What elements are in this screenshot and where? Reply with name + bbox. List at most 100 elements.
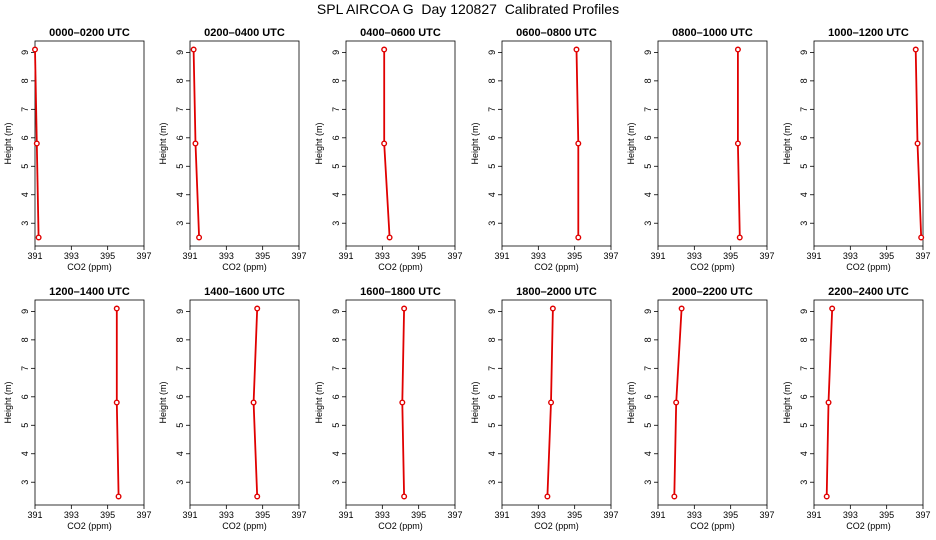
y-tick-label: 4	[799, 451, 809, 456]
plot-frame	[813, 299, 924, 506]
y-tick-label: 9	[331, 309, 341, 314]
y-tick-label: 3	[799, 221, 809, 226]
profile-point	[113, 399, 120, 406]
y-tick-label: 5	[175, 164, 185, 169]
x-tick-label: 395	[100, 251, 115, 261]
y-tick-label: 8	[175, 337, 185, 342]
x-tick-label: 393	[843, 510, 858, 520]
y-tick-label: 7	[331, 107, 341, 112]
y-tick-label: 9	[331, 50, 341, 55]
y-tick-label: 5	[487, 164, 497, 169]
y-tick-label: 9	[799, 50, 809, 55]
y-tick-label: 9	[487, 309, 497, 314]
panel-6: 1200–1400 UTC 391 393 395 397 3 4 5 6 7 8 9 CO2 (ppm…	[3, 286, 152, 531]
y-tick-label: 6	[643, 394, 653, 399]
y-tick-label: 3	[175, 221, 185, 226]
y-tick-label: 7	[20, 366, 30, 371]
profile-point	[32, 46, 39, 53]
x-tick-label: 391	[338, 251, 353, 261]
x-tick-label: 391	[182, 251, 197, 261]
x-tick-label: 397	[291, 510, 306, 520]
y-tick-label: 6	[799, 135, 809, 140]
profile-point	[190, 46, 197, 53]
x-axis-label: CO2 (ppm)	[690, 521, 735, 531]
profile-point	[250, 399, 257, 406]
y-tick-label: 8	[175, 78, 185, 83]
panel-title: 2000–2200 UTC	[672, 286, 753, 298]
plot-frame	[657, 299, 768, 506]
x-tick-label: 393	[375, 510, 390, 520]
y-tick-label: 5	[643, 164, 653, 169]
x-axis-label: CO2 (ppm)	[67, 521, 112, 531]
y-axis-label: Height (m)	[782, 122, 792, 164]
panel-4: 0800–1000 UTC 391 393 395 397 3 4 5 6 7 8 9 CO2 (ppm…	[626, 27, 775, 272]
y-tick-label: 5	[799, 164, 809, 169]
y-tick-label: 3	[487, 221, 497, 226]
x-tick-label: 391	[494, 251, 509, 261]
x-tick-label: 391	[650, 251, 665, 261]
x-tick-label: 393	[843, 251, 858, 261]
y-tick-label: 3	[487, 480, 497, 485]
y-tick-label: 8	[643, 78, 653, 83]
x-tick-label: 397	[136, 510, 151, 520]
y-tick-label: 9	[20, 50, 30, 55]
x-tick-label: 395	[411, 251, 426, 261]
profile-point	[575, 234, 582, 241]
y-tick-label: 5	[175, 423, 185, 428]
profile-point	[734, 140, 741, 147]
profile-point	[196, 234, 203, 241]
y-tick-label: 4	[487, 192, 497, 197]
y-axis-label: Height (m)	[3, 122, 13, 164]
y-tick-label: 4	[487, 451, 497, 456]
plot-frame	[501, 299, 612, 506]
y-tick-label: 8	[643, 337, 653, 342]
y-tick-label: 3	[331, 480, 341, 485]
y-tick-label: 6	[20, 394, 30, 399]
x-axis-label: CO2 (ppm)	[222, 262, 267, 272]
y-tick-label: 6	[487, 135, 497, 140]
panel-0: 0000–0200 UTC 391 393 395 397 3 4 5 6 7 8 9 CO2 (ppm…	[3, 27, 152, 272]
x-tick-label: 393	[531, 510, 546, 520]
profile-point	[736, 234, 743, 241]
x-tick-label: 391	[27, 510, 42, 520]
panel-2: 0400–0600 UTC 391 393 395 397 3 4 5 6 7 8 9 CO2 (ppm…	[314, 27, 463, 272]
profile-point	[544, 493, 551, 500]
profile-point	[573, 46, 580, 53]
y-tick-label: 7	[643, 366, 653, 371]
plot-frame	[813, 40, 924, 247]
y-tick-label: 7	[175, 107, 185, 112]
y-axis-label: Height (m)	[314, 381, 324, 423]
x-tick-label: 397	[447, 251, 462, 261]
x-tick-label: 391	[27, 251, 42, 261]
x-tick-label: 393	[687, 510, 702, 520]
y-tick-label: 4	[799, 192, 809, 197]
x-tick-label: 391	[806, 251, 821, 261]
y-tick-label: 5	[331, 423, 341, 428]
profile-point	[918, 234, 925, 241]
y-tick-label: 3	[20, 221, 30, 226]
y-tick-label: 7	[175, 366, 185, 371]
y-tick-label: 9	[643, 50, 653, 55]
x-tick-label: 397	[759, 510, 774, 520]
profile-point	[192, 140, 199, 147]
y-axis-label: Height (m)	[158, 381, 168, 423]
y-tick-label: 8	[487, 337, 497, 342]
y-axis-label: Height (m)	[158, 122, 168, 164]
panel-10: 2000–2200 UTC 391 393 395 397 3 4 5 6 7 8 9 CO2 (ppm…	[626, 286, 775, 531]
y-axis-label: Height (m)	[470, 381, 480, 423]
y-tick-label: 4	[175, 192, 185, 197]
profile-point	[914, 140, 921, 147]
profile-point	[381, 140, 388, 147]
y-tick-label: 4	[20, 451, 30, 456]
x-tick-label: 393	[64, 510, 79, 520]
y-tick-label: 7	[799, 107, 809, 112]
y-tick-label: 4	[643, 451, 653, 456]
y-tick-label: 8	[331, 337, 341, 342]
profile-point	[254, 493, 261, 500]
x-tick-label: 395	[879, 510, 894, 520]
x-tick-label: 397	[915, 251, 930, 261]
y-tick-label: 7	[20, 107, 30, 112]
panel-title: 1800–2000 UTC	[516, 286, 597, 298]
y-tick-label: 4	[20, 192, 30, 197]
